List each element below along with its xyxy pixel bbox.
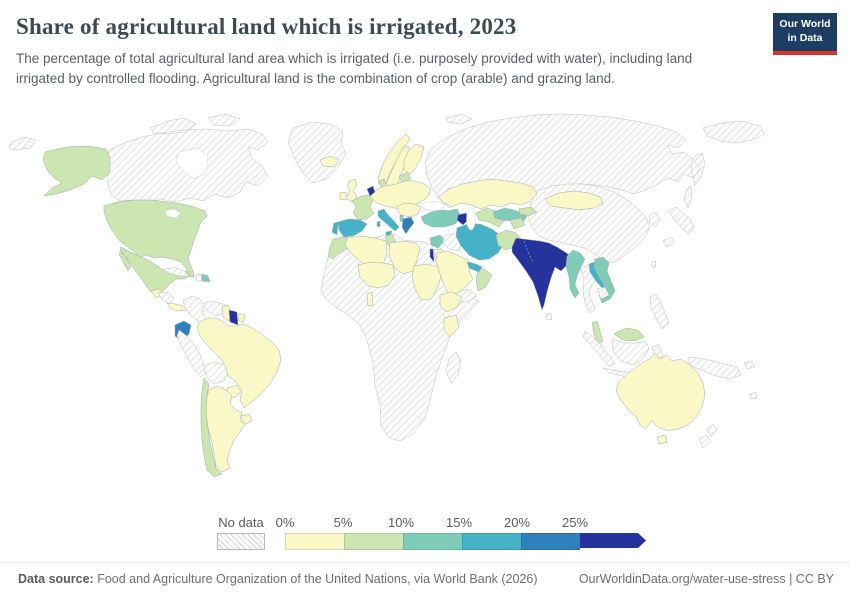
country-georgia-armenia[interactable] [447,208,461,218]
data-source-note: Data source: Food and Agriculture Organi… [18,572,538,586]
country-uae[interactable] [466,261,483,273]
country-sudan[interactable] [411,263,442,301]
country-suriname[interactable] [228,309,239,326]
country-finland[interactable] [403,143,425,176]
country-argentina[interactable] [205,385,246,473]
country-honduras-nicaragua[interactable] [157,291,175,305]
country-new-zealand[interactable] [698,423,718,449]
country-kazakhstan[interactable] [437,178,538,210]
country-greece[interactable] [401,216,415,235]
country-colombia[interactable] [182,295,208,323]
legend-bin-2[interactable] [403,533,462,550]
data-source-text: Food and Agriculture Organization of the… [93,572,538,586]
country-denmark[interactable] [378,178,387,188]
country-baltics[interactable] [398,171,412,184]
country-kyrgyzstan[interactable] [518,206,538,217]
country-chile[interactable] [200,377,223,478]
legend-bin-1[interactable] [344,533,403,550]
country-benin[interactable] [366,291,374,307]
world-choropleth-map [9,113,766,478]
caspian-sea [466,207,476,231]
chart-subtitle: The percentage of total agricultural lan… [16,51,693,87]
no-data-label: No data [218,515,264,530]
country-taiwan[interactable] [650,260,657,269]
country-vietnam[interactable] [593,256,616,304]
legend-bin-5[interactable] [580,533,646,548]
owid-logo[interactable]: Our World in Data [773,13,837,55]
country-papua-new-guinea[interactable] [688,356,756,380]
country-israel[interactable] [429,248,435,263]
hudson-bay [175,147,209,180]
country-usa[interactable] [42,145,208,278]
country-myanmar[interactable] [565,249,586,299]
country-chukotka[interactable] [9,136,37,151]
country-bolivia[interactable] [203,361,229,385]
country-kenya[interactable] [443,314,460,338]
legend-tick-label: 25% [561,515,589,530]
country-tajikistan[interactable] [509,217,526,230]
legend-tick-label: 15% [445,515,473,530]
country-peru[interactable] [176,329,207,378]
legend-colorbar [285,533,646,550]
country-balkans[interactable] [395,202,422,218]
country-australia[interactable] [615,352,706,445]
country-philippines[interactable] [649,293,670,330]
legend-tick-label: 0% [275,515,295,530]
country-syria[interactable] [429,234,446,249]
country-spain[interactable] [337,218,368,238]
country-brazil[interactable] [196,317,282,409]
legend-bin-0[interactable] [285,533,344,550]
country-pacific-islands[interactable] [749,391,758,400]
data-source-label: Data source: [18,572,94,586]
country-libya[interactable] [388,240,421,275]
owid-logo-line2: in Data [787,31,823,44]
country-greenland[interactable] [287,121,347,184]
country-niger[interactable] [357,261,396,289]
country-south-asia[interactable] [511,237,580,311]
chart-header: Share of agricultural land which is irri… [16,14,756,90]
legend-tick-label: 5% [333,515,353,530]
country-uruguay[interactable] [240,413,253,426]
country-mexico[interactable] [118,246,191,297]
owid-link[interactable]: OurWorldinData.org/water-use-stress | CC… [578,572,834,586]
country-svalbard[interactable] [445,113,473,125]
chart-footer: Data source: Food and Agriculture Organi… [0,562,850,586]
no-data-swatch[interactable] [217,533,265,550]
country-japan[interactable] [662,206,695,248]
page-title: Share of agricultural land which is irri… [16,14,517,39]
country-cambodia[interactable] [596,286,610,300]
country-korea[interactable] [648,211,661,228]
country-uk[interactable] [345,178,358,203]
country-malaysia[interactable] [591,320,645,346]
country-sri-lanka[interactable] [545,312,553,321]
legend-tick-label: 10% [387,515,415,530]
great-lakes [164,208,182,219]
map-legend: No data 0% 5% 10% 15% 20% 25% [0,514,850,554]
country-ethiopia[interactable] [439,291,463,313]
country-dominican-republic[interactable] [201,273,211,283]
owid-logo-line1: Our World [779,18,831,30]
country-haiti[interactable] [195,273,203,282]
black-sea [421,201,445,211]
country-central-europe[interactable] [369,180,432,210]
country-cuba[interactable] [162,266,190,277]
country-mongolia[interactable] [544,190,604,211]
country-ireland[interactable] [339,191,348,201]
country-azerbaijan[interactable] [456,212,470,226]
country-portugal[interactable] [331,221,339,236]
country-oman[interactable] [475,265,493,292]
legend-bin-3[interactable] [462,533,521,550]
country-french-guiana[interactable] [237,312,246,324]
legend-bin-4[interactable] [521,533,580,550]
country-france[interactable] [351,194,375,221]
country-netherlands[interactable] [366,185,376,197]
country-madagascar[interactable] [445,351,462,384]
country-italy[interactable] [376,208,400,237]
country-iceland[interactable] [319,155,340,168]
country-iran[interactable] [455,223,505,261]
legend-tick-label: 20% [503,515,531,530]
